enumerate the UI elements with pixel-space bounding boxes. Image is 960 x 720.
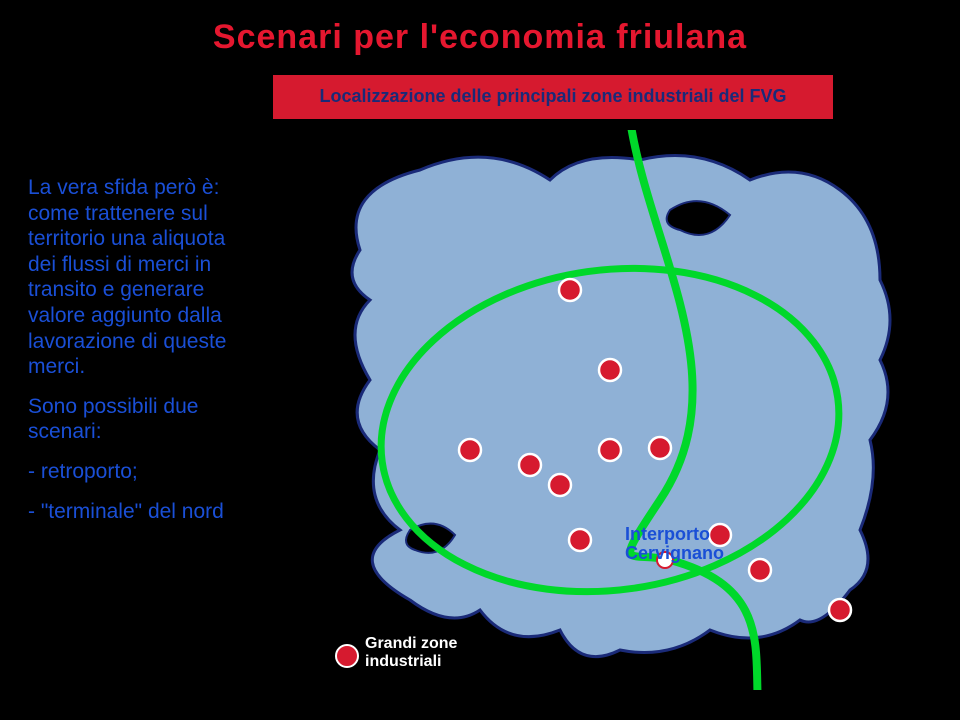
sidebar-p2: Sono possibili due scenari: — [28, 394, 258, 445]
slide: Scenari per l'economia friulana Localizz… — [0, 0, 960, 720]
interporto-label: Interporto Cervignano — [625, 525, 724, 563]
sidebar-text: La vera sfida però è: come trattenere su… — [28, 175, 258, 538]
map-svg — [280, 130, 920, 690]
sidebar-p1: La vera sfida però è: come trattenere su… — [28, 175, 258, 380]
interporto-line1: Interporto — [625, 525, 724, 544]
subtitle-bar: Localizzazione delle principali zone ind… — [270, 72, 836, 122]
legend-line2: industriali — [365, 653, 457, 671]
sidebar-bullet-2: - "terminale" del nord — [28, 499, 258, 525]
subtitle-text: Localizzazione delle principali zone ind… — [319, 87, 786, 107]
slide-title: Scenari per l'economia friulana — [0, 18, 960, 57]
legend-line1: Grandi zone — [365, 635, 457, 653]
sidebar-bullet-1: - retroporto; — [28, 459, 258, 485]
interporto-line2: Cervignano — [625, 544, 724, 563]
legend-marker — [335, 644, 359, 668]
legend-label: Grandi zone industriali — [365, 635, 457, 671]
